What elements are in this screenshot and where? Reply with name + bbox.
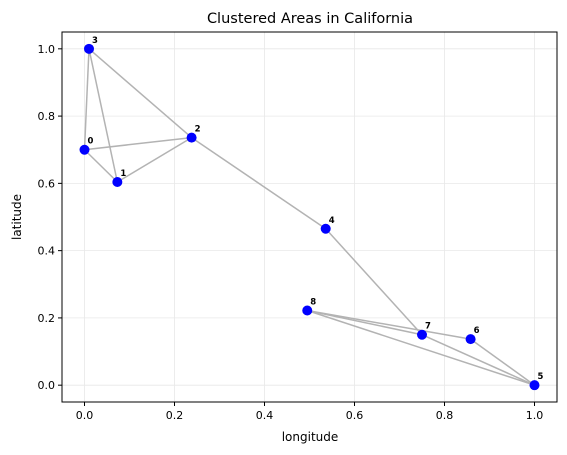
point-label-1: 1: [120, 169, 126, 179]
edge-4-7: [325, 228, 423, 336]
y-tick-label: 0.8: [38, 110, 56, 123]
data-point-0: [79, 144, 90, 155]
y-tick-label: 1.0: [38, 43, 56, 56]
y-tick-label: 0.6: [38, 177, 56, 190]
points: [79, 43, 540, 391]
data-point-2: [186, 132, 197, 143]
edge-1-2: [116, 136, 192, 183]
point-label-4: 4: [329, 216, 335, 226]
data-point-4: [320, 223, 331, 234]
edge-5-7: [421, 334, 535, 386]
point-label-7: 7: [425, 322, 431, 332]
data-point-7: [417, 329, 427, 340]
data-point-1: [112, 177, 123, 188]
edge-0-1: [83, 149, 118, 183]
edge-1-3: [88, 48, 119, 183]
edge-2-3: [88, 48, 193, 139]
x-tick-label: 1.0: [526, 409, 544, 422]
point-label-2: 2: [195, 125, 201, 135]
edge-0-2: [84, 136, 192, 151]
ticks: 0.0 0.2 0.4 0.6 0.8 1.0 0.0 0.2 0.4 0.6 0.8 1.0: [38, 43, 544, 422]
point-labels: 0 1 2 3 4 5 6 7 8: [88, 36, 544, 382]
point-label-0: 0: [88, 137, 94, 147]
edge-2-4: [191, 136, 327, 230]
edge-5-8: [307, 309, 535, 386]
grid: [62, 32, 557, 402]
data-point-5: [529, 380, 540, 391]
y-tick-label: 0.0: [38, 379, 56, 392]
data-point-6: [465, 334, 476, 345]
x-tick-label: 0.4: [256, 409, 274, 422]
y-tick-label: 0.4: [38, 245, 56, 258]
x-tick-label: 0.0: [76, 409, 94, 422]
point-label-3: 3: [92, 36, 98, 46]
edge-6-8: [307, 309, 471, 340]
y-tick-label: 0.2: [38, 312, 56, 325]
y-axis-label: latitude: [10, 194, 24, 240]
x-tick-label: 0.6: [346, 409, 364, 422]
edge-5-6: [470, 338, 535, 386]
data-point-8: [302, 305, 313, 316]
edges: [83, 48, 535, 386]
x-tick-label: 0.2: [166, 409, 184, 422]
edge-0-3: [83, 48, 90, 150]
point-label-6: 6: [474, 326, 480, 336]
plot-frame: [61, 31, 558, 403]
data-point-3: [84, 43, 94, 54]
point-label-5: 5: [538, 372, 544, 382]
point-label-8: 8: [310, 298, 316, 308]
x-tick-label: 0.8: [436, 409, 454, 422]
chart-title: Clustered Areas in California: [207, 11, 413, 27]
x-axis-label: longitude: [282, 430, 339, 444]
